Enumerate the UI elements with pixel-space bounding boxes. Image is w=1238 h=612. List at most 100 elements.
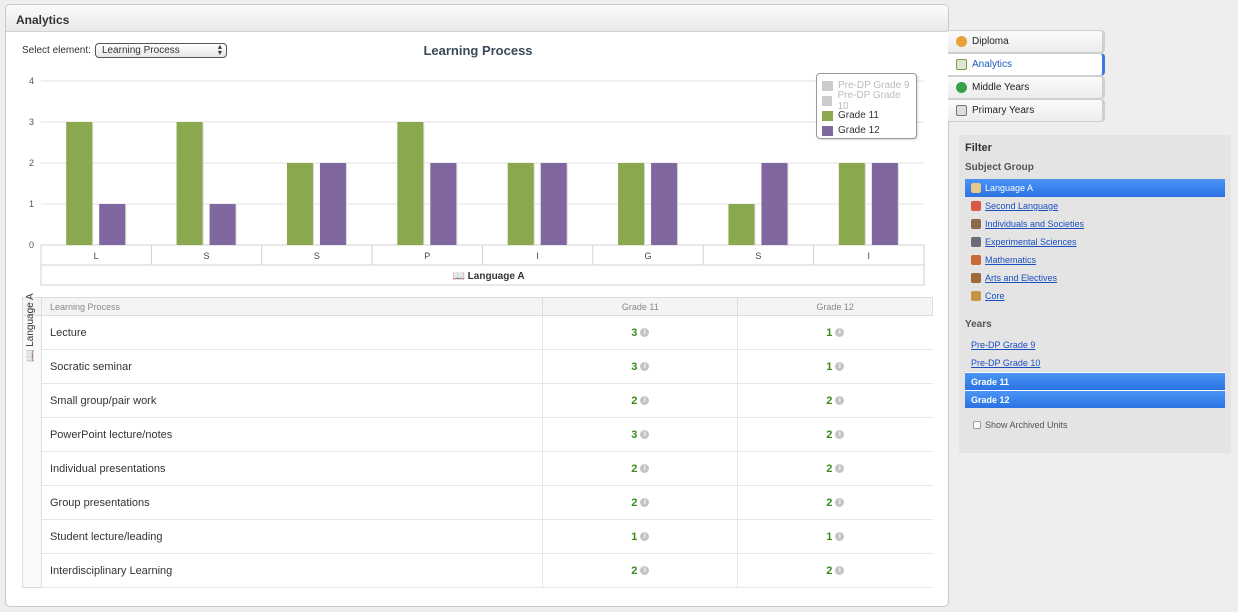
subject-experimental-sciences[interactable]: Experimental Sciences <box>965 233 1225 251</box>
bar <box>871 163 898 245</box>
select-arrows-icon: ▴ ▾ <box>217 42 222 57</box>
x-tick-label: S <box>314 251 320 261</box>
flags-icon <box>971 201 981 211</box>
legend-item-pre-dp-10[interactable]: Pre-DP Grade 10 <box>822 90 911 112</box>
year-grade-11[interactable]: Grade 11 <box>965 372 1225 390</box>
bar-chart: 0 1 2 3 4 L S S P I G S I 📖 Language A <box>29 76 925 286</box>
info-icon[interactable]: i <box>835 328 845 338</box>
group-header <box>22 297 42 316</box>
y-tick-label: 0 <box>29 240 34 250</box>
info-icon[interactable]: i <box>835 464 845 474</box>
subject-core[interactable]: Core <box>965 287 1225 305</box>
row-label: Student lecture/leading <box>40 519 543 554</box>
bar <box>319 163 346 245</box>
legend-item-grade-12[interactable]: Grade 12 <box>822 123 911 138</box>
legend-item-grade-11[interactable]: Grade 11 <box>822 108 911 123</box>
year-pre-dp-9[interactable]: Pre-DP Grade 9 <box>971 340 1036 350</box>
x-tick-label: I <box>536 251 539 261</box>
year-pre-dp-10[interactable]: Pre-DP Grade 10 <box>971 358 1041 368</box>
tab-middle-years[interactable]: Middle Years <box>948 76 1105 99</box>
subject-language-a[interactable]: Language A <box>965 179 1225 197</box>
info-icon[interactable]: i <box>835 566 845 576</box>
info-icon[interactable]: i <box>640 430 650 440</box>
chart-legend: Pre-DP Grade 9 Pre-DP Grade 10 Grade 11 … <box>816 73 917 139</box>
info-icon[interactable]: i <box>835 362 845 372</box>
year-grade-12[interactable]: Grade 12 <box>965 390 1225 408</box>
filter-title: Filter <box>965 142 992 154</box>
info-icon[interactable]: i <box>640 328 650 338</box>
info-icon[interactable]: i <box>640 396 650 406</box>
years-title: Years <box>965 319 992 330</box>
tab-diploma[interactable]: Diploma <box>948 30 1105 53</box>
col-header-grade12: Grade 12 <box>737 297 933 316</box>
legend-item-pre-dp-9[interactable]: Pre-DP Grade 9 <box>822 78 911 93</box>
element-select[interactable]: Learning Process ▴ ▾ <box>94 42 227 58</box>
x-tick-label: G <box>645 251 652 261</box>
row-label: Group presentations <box>40 485 543 520</box>
core-icon <box>971 291 981 301</box>
info-icon[interactable]: i <box>835 532 845 542</box>
bar <box>99 204 126 245</box>
math-icon <box>971 255 981 265</box>
row-label: Individual presentations <box>40 451 543 486</box>
bar <box>66 122 93 245</box>
book-icon: 📖 <box>25 349 36 362</box>
select-value: Learning Process <box>101 45 180 56</box>
panel-title: Analytics <box>6 5 948 32</box>
info-icon[interactable]: i <box>640 362 650 372</box>
select-label: Select element: <box>22 45 91 56</box>
table-header-row: Learning Process Grade 11 Grade 12 <box>22 297 933 316</box>
row-label: PowerPoint lecture/notes <box>40 417 543 452</box>
filter-panel: Filter Subject Group Language A Second L… <box>959 135 1231 453</box>
info-icon[interactable]: i <box>835 396 845 406</box>
tab-analytics[interactable]: Analytics <box>948 53 1105 76</box>
info-icon[interactable]: i <box>640 498 650 508</box>
section-tabs: Diploma Analytics Middle Years Primary Y… <box>948 30 1105 122</box>
y-tick-label: 3 <box>29 117 34 127</box>
info-icon[interactable]: i <box>835 498 845 508</box>
bar <box>618 163 645 245</box>
row-label: Socratic seminar <box>40 349 543 384</box>
legend-swatch <box>822 80 833 91</box>
info-icon[interactable]: i <box>640 464 650 474</box>
analytics-panel: Analytics Learning Process Select elemen… <box>5 4 949 607</box>
subject-second-language[interactable]: Second Language <box>965 197 1225 215</box>
x-tick-label: L <box>94 251 99 261</box>
archived-checkbox[interactable] <box>973 421 981 429</box>
info-icon[interactable]: i <box>835 430 845 440</box>
info-icon[interactable]: i <box>640 532 650 542</box>
col-header-grade11: Grade 11 <box>542 297 739 316</box>
bar <box>728 204 755 245</box>
bar <box>761 163 788 245</box>
legend-swatch <box>822 110 833 121</box>
info-icon[interactable]: i <box>640 566 650 576</box>
tab-primary-years[interactable]: Primary Years <box>948 99 1105 122</box>
bar <box>286 163 313 245</box>
subject-mathematics[interactable]: Mathematics <box>965 251 1225 269</box>
subject-arts-electives[interactable]: Arts and Electives <box>965 269 1225 287</box>
bar <box>507 163 534 245</box>
y-tick-label: 2 <box>29 158 34 168</box>
globe-icon <box>956 82 967 93</box>
subject-individuals-societies[interactable]: Individuals and Societies <box>965 215 1225 233</box>
legend-swatch <box>822 95 833 106</box>
show-archived-toggle[interactable]: Show Archived Units <box>965 420 1225 430</box>
microscope-icon <box>971 237 981 247</box>
